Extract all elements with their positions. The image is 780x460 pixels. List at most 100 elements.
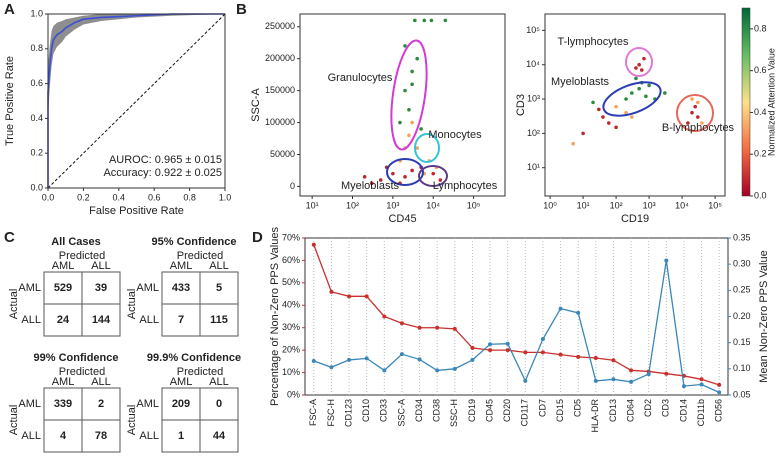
x-tick-label: 10⁴ [675,200,689,210]
plot-frame [299,13,506,197]
actual-label: Actual [126,405,138,436]
cell-count: 4 [60,430,67,442]
x-tick-label: 10¹ [577,200,590,210]
cell-count: 24 [57,314,70,326]
series-point [435,325,440,330]
series-point [311,358,316,363]
panel-label: B [236,1,247,18]
cell-count: 5 [216,282,222,294]
x-axis-label: CD19 [621,213,649,225]
y-axis-label: CD3 [515,94,527,116]
x-tick-label: CD11b [696,399,706,426]
matrix-cell [43,419,83,453]
cell-count: 144 [92,314,111,326]
cell-point [601,115,605,119]
x-tick-label: 10⁰ [543,200,557,210]
x-tick-label: SSC-A [396,399,406,427]
cell-point [443,18,448,23]
y-tick-label: 50000 [270,149,295,159]
series-point [593,378,598,383]
row-label: ALL [21,430,41,442]
row-label: ALL [139,430,159,442]
plot-frame [304,237,729,396]
x-tick-label: 0.6 [148,192,161,202]
x-tick-label: CD19 [467,399,477,422]
series-point [629,368,634,373]
series-point [629,379,634,384]
y2-tick-label: 0.05 [733,389,751,399]
y-tick-label: 100000 [265,117,295,127]
series-line [313,260,720,393]
series-point [558,306,563,311]
colorbar-tick-label: 0.2 [754,149,767,159]
x-tick-label: CD10 [361,399,371,422]
colorbar-tick-label: 0.0 [754,190,767,200]
y-tick-label: 50% [282,277,300,287]
predicted-label: Predicted [59,366,105,378]
series-point [311,242,316,247]
cell-point [410,82,414,87]
x-tick-label: CD123 [343,399,353,427]
x-tick-label: CD64 [625,399,635,422]
x-tick-label: 10² [610,200,623,210]
series-point [399,321,404,326]
y-tick-label: 60% [282,255,300,265]
actual-label: Actual [8,289,20,320]
series-point [681,384,686,389]
series-point [329,289,334,294]
y2-tick-label: 0.20 [733,311,751,321]
cell-point [696,115,700,119]
series-point [717,382,722,387]
y-tick-label: 10⁵ [526,25,540,35]
metric-annotation: Accuracy: 0.922 ± 0.025 [103,167,222,179]
series-point [347,357,352,362]
series-point [470,345,475,350]
colorbar-tick-label: 0.8 [754,23,767,33]
series-point [417,325,422,330]
column-label: ALL [91,260,111,272]
y-tick-label: 0.0 [30,182,43,192]
chance-line [47,13,226,189]
x-tick-label: 10⁵ [708,200,722,210]
y-axis-label: SSC-A [250,88,262,122]
cell-point [571,141,575,146]
panel-label: C [4,229,15,246]
series-point [382,368,387,373]
cell-count: 39 [95,282,107,294]
x-tick-label: CD34 [414,399,424,422]
x-tick-label: CD20 [502,399,512,422]
column-label: ALL [91,376,111,388]
row-label: AML [136,282,159,294]
panel-label: D [252,229,263,246]
series-point [576,310,581,315]
x-tick-label: 1.0 [219,192,232,202]
y-tick-label: 0.6 [30,78,43,88]
y2-tick-label: 0.15 [733,337,751,347]
cell-point [634,76,638,81]
column-label: ALL [209,376,229,388]
series-point [646,372,651,377]
cell-point [693,104,698,109]
actual-label: Actual [8,405,20,436]
series-point [329,365,334,370]
series-point [399,352,404,357]
cell-point [410,69,414,74]
y-tick-label: 0.8 [30,43,43,53]
cell-count: 44 [213,430,226,442]
y-tick-label: 70% [282,232,300,242]
cell-point [634,66,638,70]
matrix-cell [81,271,121,305]
series-point [611,377,616,382]
x-axis-label: False Positive Rate [89,205,184,217]
x-tick-label: 0.2 [77,192,90,202]
series-point [488,342,493,347]
series-point [505,341,510,346]
series-point [488,348,493,353]
population-gate [625,47,653,77]
plot-frame [47,13,226,189]
x-tick-label: 10² [346,200,359,210]
y-tick-label: 0 [290,181,295,191]
y-tick-label: 40% [282,300,300,310]
series-point [664,371,669,376]
series-point [435,368,440,373]
